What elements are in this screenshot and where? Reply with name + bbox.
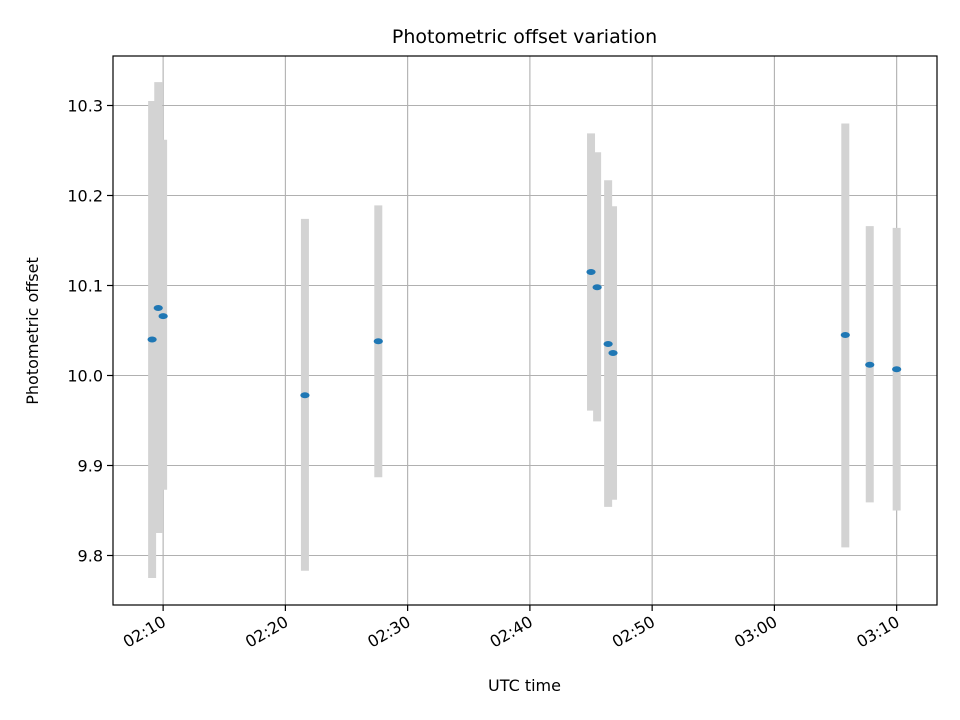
chart-title: Photometric offset variation [392, 26, 657, 48]
x-tick-label: 03:00 [731, 612, 780, 652]
data-point [153, 305, 163, 311]
x-axis-label: UTC time [488, 676, 561, 695]
data-point [373, 338, 383, 345]
data-point [608, 350, 618, 356]
data-point [300, 392, 310, 399]
x-tick-label: 02:10 [120, 612, 169, 652]
y-tick-label: 9.8 [78, 547, 103, 566]
x-tick-label: 02:20 [242, 612, 291, 652]
x-tick-label: 03:10 [853, 612, 902, 652]
y-tick-label: 10.2 [67, 187, 103, 206]
data-point [158, 313, 168, 320]
data-point [586, 269, 596, 275]
y-tick-label: 10.3 [67, 97, 103, 116]
y-tick-label: 9.9 [78, 457, 103, 476]
x-tick-label: 02:30 [364, 612, 413, 652]
data-point [592, 284, 602, 291]
data-point [840, 332, 850, 338]
x-tick-label: 02:40 [486, 612, 535, 652]
x-axis-ticks: 02:10 02:20 02:30 02:40 02:50 03:00 03:10 [120, 605, 903, 652]
data-point [892, 366, 902, 373]
y-axis-ticks: 9.8 9.9 10.0 10.1 10.2 10.3 [67, 97, 113, 566]
data-points [147, 269, 902, 399]
y-tick-label: 10.1 [67, 277, 103, 296]
y-axis-label: Photometric offset [23, 257, 42, 405]
data-point [147, 336, 157, 343]
y-tick-label: 10.0 [67, 367, 103, 386]
grid-lines [113, 56, 937, 605]
error-bars [148, 82, 901, 578]
x-tick-label: 02:50 [609, 612, 658, 652]
plot-frame [112, 55, 938, 606]
data-point [603, 341, 613, 347]
data-point [865, 361, 875, 368]
